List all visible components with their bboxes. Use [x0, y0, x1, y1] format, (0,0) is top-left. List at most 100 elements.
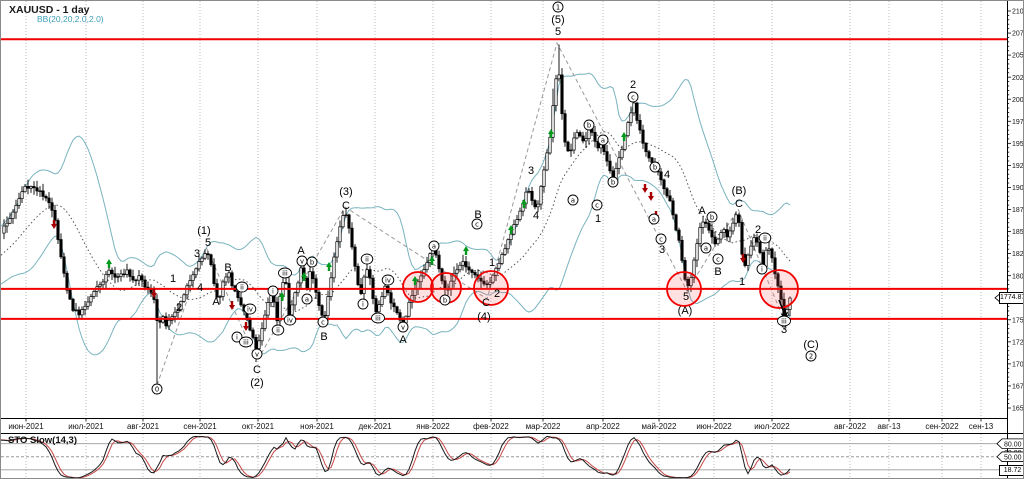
svg-text:iv: iv	[287, 316, 293, 324]
svg-text:2: 2	[176, 302, 182, 314]
svg-text:i: i	[272, 287, 274, 295]
svg-text:c: c	[595, 201, 599, 209]
svg-text:окт-2021: окт-2021	[242, 422, 275, 431]
svg-text:a: a	[652, 215, 656, 223]
svg-text:1: 1	[170, 273, 176, 285]
svg-text:B: B	[224, 262, 231, 274]
svg-text:iii: iii	[375, 314, 381, 322]
svg-text:a: a	[601, 136, 605, 144]
bollinger-bands	[1, 72, 791, 356]
svg-text:A: A	[698, 205, 706, 217]
svg-text:5: 5	[205, 237, 211, 249]
svg-text:i: i	[761, 265, 763, 273]
circled-wave-labels: 012iiiviiiiviiiiiiivvabciiiiiiivvabcabab…	[151, 1, 817, 395]
svg-text:ii: ii	[240, 283, 244, 291]
month-gridlines	[25, 1, 982, 478]
svg-text:3: 3	[781, 324, 787, 336]
svg-text:3: 3	[528, 165, 534, 177]
svg-text:0: 0	[155, 385, 159, 393]
svg-text:янв-2022: янв-2022	[416, 422, 450, 431]
svg-text:b: b	[587, 121, 591, 129]
svg-text:2: 2	[809, 352, 813, 360]
svg-text:b: b	[611, 178, 615, 186]
svg-text:(1): (1)	[197, 225, 210, 237]
svg-text:(A): (A)	[678, 305, 693, 317]
svg-text:1975.00: 1975.00	[1012, 119, 1024, 126]
svg-text:c: c	[475, 220, 479, 228]
svg-text:сен-2022: сен-2022	[925, 422, 959, 431]
svg-text:1650.00: 1650.00	[1012, 406, 1024, 413]
svg-text:iv: iv	[385, 276, 391, 284]
svg-text:(C): (C)	[803, 339, 818, 351]
svg-text:июн-2021: июн-2021	[8, 422, 44, 431]
svg-text:авг-2021: авг-2021	[127, 422, 160, 431]
svg-text:c: c	[716, 255, 720, 263]
svg-text:v: v	[255, 350, 259, 358]
svg-text:2: 2	[630, 79, 636, 91]
y-axis: 1650.00 1675.00 1700.00 1725.00 1750.00 1775.…	[1007, 9, 1024, 413]
svg-text:B: B	[320, 331, 327, 343]
svg-text:1850.00: 1850.00	[1012, 229, 1024, 236]
svg-text:b: b	[310, 258, 314, 266]
svg-text:3: 3	[659, 244, 665, 256]
svg-text:2000.00: 2000.00	[1012, 97, 1024, 104]
svg-text:ii: ii	[763, 234, 767, 242]
svg-text:a: a	[571, 196, 575, 204]
svg-text:2: 2	[494, 288, 500, 300]
svg-text:2: 2	[755, 224, 761, 236]
svg-text:июн-2022: июн-2022	[696, 422, 732, 431]
svg-text:1675.00: 1675.00	[1012, 384, 1024, 391]
svg-text:ноя-2021: ноя-2021	[300, 422, 334, 431]
svg-text:авг-13: авг-13	[877, 422, 901, 431]
svg-text:c: c	[659, 235, 663, 243]
svg-text:дек-2021: дек-2021	[358, 422, 392, 431]
x-axis: июн-2021 июл-2021 авг-2021 сен-2021 окт-2021…	[8, 418, 994, 431]
svg-text:C: C	[735, 198, 743, 210]
svg-text:c: c	[631, 93, 635, 101]
svg-text:1900.00: 1900.00	[1012, 185, 1024, 192]
buy-arrows	[106, 129, 627, 301]
svg-text:3: 3	[194, 248, 200, 260]
svg-text:2075.00: 2075.00	[1012, 31, 1024, 38]
svg-text:iii: iii	[282, 269, 288, 277]
svg-text:i: i	[236, 333, 238, 341]
svg-text:1725.00: 1725.00	[1012, 339, 1024, 346]
svg-text:C: C	[253, 364, 261, 376]
svg-text:C: C	[342, 200, 350, 212]
svg-text:1875.00: 1875.00	[1012, 207, 1024, 214]
svg-text:5: 5	[555, 26, 561, 38]
svg-text:80.00: 80.00	[1004, 441, 1022, 448]
svg-text:1: 1	[489, 257, 495, 269]
svg-text:авг-2022: авг-2022	[834, 422, 867, 431]
wave-projection-line	[156, 41, 783, 386]
svg-text:v: v	[401, 323, 405, 331]
svg-text:2025.00: 2025.00	[1012, 75, 1024, 82]
svg-text:мар-2022: мар-2022	[526, 422, 561, 431]
svg-text:1800.00: 1800.00	[1012, 273, 1024, 280]
svg-text:ii: ii	[365, 255, 369, 263]
svg-text:2050.00: 2050.00	[1012, 53, 1024, 60]
svg-text:2100.00: 2100.00	[1012, 9, 1024, 16]
svg-text:1925.00: 1925.00	[1012, 163, 1024, 170]
svg-text:1950.00: 1950.00	[1012, 141, 1024, 148]
svg-text:1750.00: 1750.00	[1012, 317, 1024, 324]
svg-text:1700.00: 1700.00	[1012, 361, 1024, 368]
svg-text:апр-2022: апр-2022	[586, 422, 620, 431]
svg-text:b: b	[443, 296, 447, 304]
svg-text:1775.00: 1775.00	[1012, 295, 1024, 302]
svg-text:сен-2021: сен-2021	[183, 422, 217, 431]
svg-text:июл-2021: июл-2021	[68, 422, 104, 431]
svg-text:май-2022: май-2022	[642, 422, 677, 431]
svg-text:iii: iii	[781, 317, 787, 325]
svg-text:50.00: 50.00	[1004, 454, 1022, 461]
svg-text:B: B	[714, 266, 721, 278]
svg-text:ii: ii	[276, 326, 280, 334]
svg-text:c: c	[321, 318, 325, 326]
svg-text:v: v	[300, 257, 304, 265]
svg-text:a: a	[432, 242, 436, 250]
svg-text:A: A	[399, 334, 407, 346]
svg-text:(4): (4)	[477, 311, 490, 323]
